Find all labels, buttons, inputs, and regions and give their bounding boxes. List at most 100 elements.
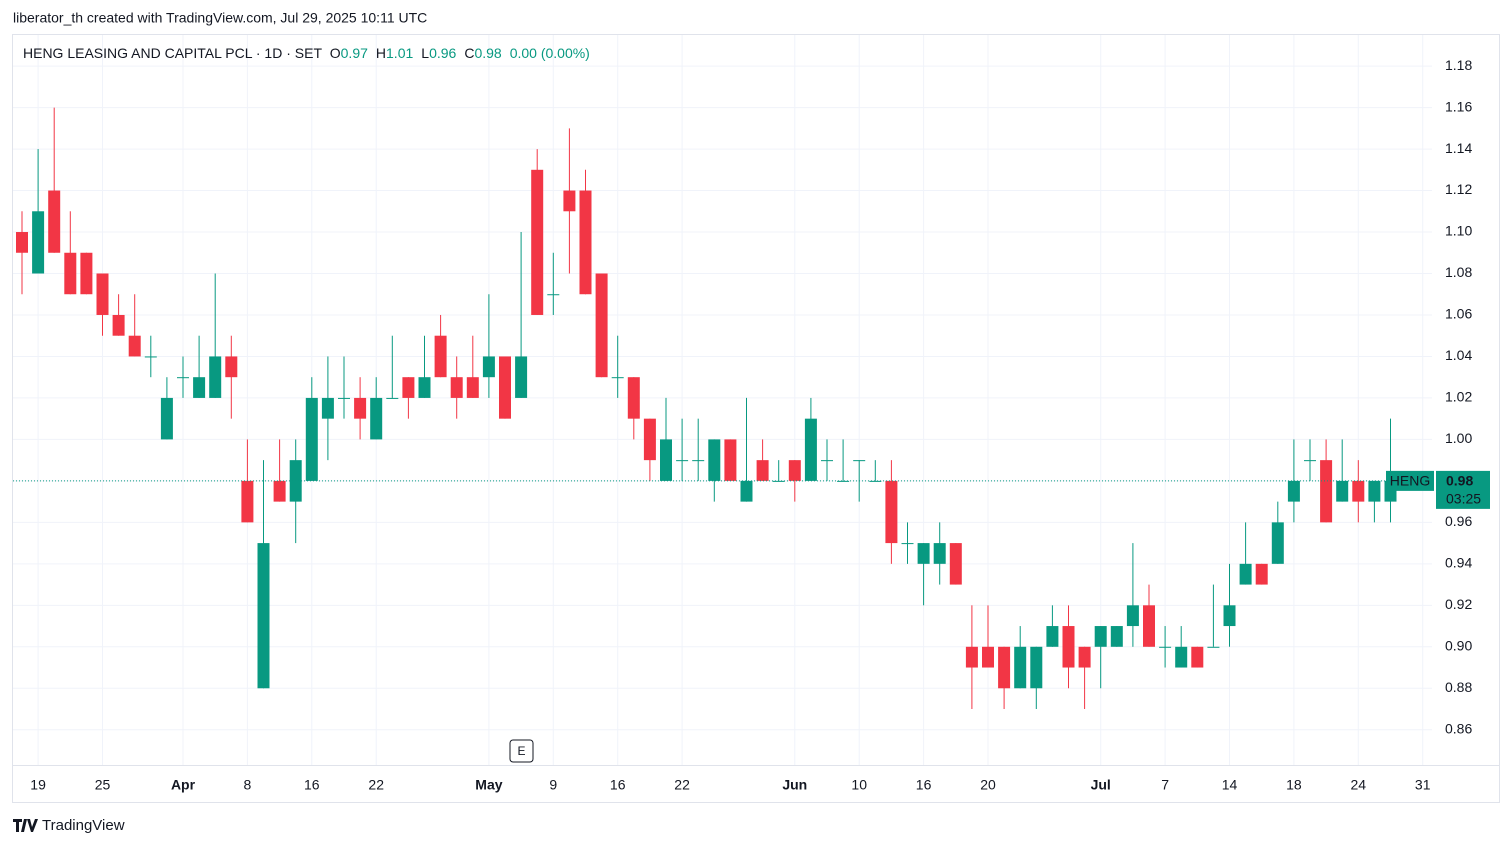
candle-body <box>1143 605 1155 647</box>
symbol-label: HENG <box>1390 473 1430 489</box>
event-marker[interactable] <box>509 739 534 763</box>
y-tick-label: 1.04 <box>1445 347 1472 363</box>
candle-body <box>1094 626 1107 647</box>
x-tick-label: Jul <box>1091 777 1111 793</box>
candle-body <box>160 397 173 440</box>
candle-body <box>804 418 817 481</box>
candle-body <box>370 397 383 440</box>
candle-body <box>1223 605 1236 627</box>
candle-body <box>450 377 463 398</box>
legend-value: 0.96 <box>429 45 456 61</box>
candle-body <box>965 646 978 668</box>
candle-body <box>595 273 608 378</box>
candle-body <box>1368 480 1381 502</box>
candle-body <box>869 480 882 482</box>
candle-body <box>1030 646 1043 689</box>
candle-body <box>515 356 528 398</box>
candle-body <box>96 273 109 315</box>
candle-body <box>740 480 753 502</box>
legend-value: 1.01 <box>386 45 413 61</box>
candle-body <box>1239 563 1252 585</box>
candle-body <box>837 480 850 482</box>
event-label: E <box>517 744 525 758</box>
candle-body <box>177 377 189 379</box>
candle-body <box>1078 646 1091 668</box>
countdown-label: 03:25 <box>1446 491 1481 507</box>
y-tick-label: 1.18 <box>1445 57 1472 73</box>
candle-body <box>611 377 624 379</box>
x-tick-label: 8 <box>244 777 252 793</box>
candle-body <box>660 439 672 481</box>
candle-body <box>547 294 560 296</box>
candle-body <box>821 460 833 462</box>
candle-body <box>1320 460 1333 523</box>
price-label: 0.98 <box>1446 473 1473 489</box>
legend-key: O <box>330 45 341 61</box>
candle-body <box>933 543 946 564</box>
candle-body <box>1304 460 1316 462</box>
logo-icon <box>13 819 38 832</box>
candle-body <box>949 543 962 585</box>
candle-body <box>1175 646 1188 668</box>
candle-body <box>853 460 866 462</box>
candle-body <box>1126 605 1139 627</box>
x-tick-label: 22 <box>368 777 384 793</box>
candle-body <box>1046 626 1059 647</box>
candle-body <box>1159 646 1172 648</box>
footer-logo: TradingView <box>13 817 125 834</box>
legend-value: 0.97 <box>341 45 368 61</box>
x-tick-label: 14 <box>1222 777 1238 793</box>
candle-body <box>241 480 254 523</box>
x-tick-label: 9 <box>549 777 557 793</box>
candle-body <box>1352 480 1365 502</box>
candle-body <box>724 439 737 481</box>
candle-body <box>434 335 447 378</box>
candle-body <box>1191 646 1204 668</box>
y-tick-label: 1.08 <box>1445 264 1472 280</box>
x-tick-label: 16 <box>916 777 932 793</box>
candle-body <box>482 356 495 378</box>
y-tick-label: 1.10 <box>1445 223 1472 239</box>
candle-body <box>627 377 640 419</box>
candle-body <box>756 460 769 481</box>
candle-body <box>1014 646 1027 689</box>
x-tick-label: 19 <box>30 777 46 793</box>
header: liberator_th created with TradingView.co… <box>13 10 427 26</box>
candles <box>16 107 1397 710</box>
candle-body <box>80 252 93 295</box>
y-tick-label: 0.92 <box>1445 596 1472 612</box>
candle-body <box>321 397 334 419</box>
footer: TradingView <box>42 817 125 834</box>
candle-body <box>193 377 206 398</box>
y-tick-label: 1.06 <box>1445 306 1472 322</box>
candle-body <box>788 460 801 481</box>
legend-value: 0.98 <box>474 45 501 61</box>
candle-body <box>1271 522 1284 564</box>
y-tick-label: 1.00 <box>1445 430 1472 446</box>
price-badge <box>1436 470 1490 509</box>
x-tick-label: 7 <box>1161 777 1169 793</box>
candle-body <box>982 646 994 668</box>
x-tick-label: Apr <box>171 777 196 793</box>
x-tick-label: 10 <box>851 777 867 793</box>
candle-body <box>1255 563 1268 585</box>
x-tick-label: 20 <box>980 777 996 793</box>
y-tick-label: 1.12 <box>1445 181 1472 197</box>
candle-body <box>257 543 270 689</box>
y-tick-label: 1.14 <box>1445 140 1472 156</box>
candle-body <box>418 377 431 398</box>
y-tick-label: 0.86 <box>1445 720 1472 736</box>
x-tick-label: 31 <box>1415 777 1431 793</box>
candle-body <box>998 646 1011 689</box>
candle-body <box>144 356 157 358</box>
candle-body <box>225 356 238 378</box>
candle-body <box>563 190 576 212</box>
candle-body <box>16 232 28 253</box>
x-tick-label: 16 <box>304 777 320 793</box>
candle-body <box>1287 480 1300 502</box>
candle-body <box>466 377 479 398</box>
candle-body <box>273 480 286 502</box>
candle-body <box>901 543 914 545</box>
y-tick-label: 1.02 <box>1445 389 1472 405</box>
